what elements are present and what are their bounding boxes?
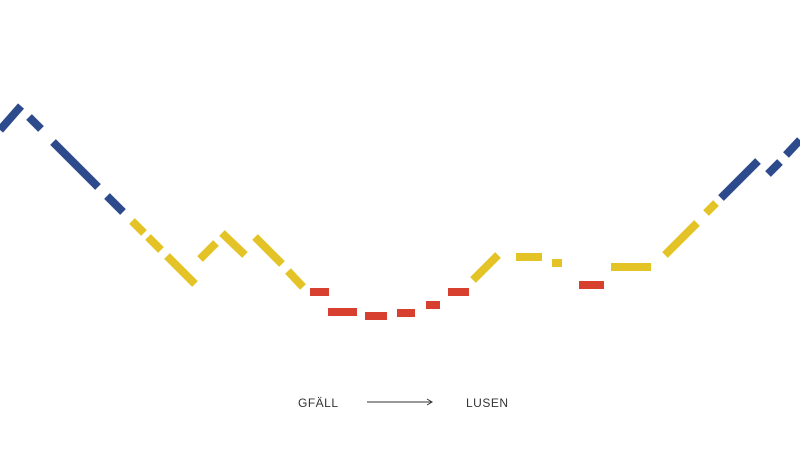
profile-segment-blue — [783, 137, 800, 158]
profile-segment-yellow — [129, 218, 147, 236]
profile-segment-yellow — [219, 230, 248, 258]
profile-segment-yellow — [252, 234, 285, 267]
profile-segment-blue — [50, 139, 101, 190]
profile-segment-yellow — [197, 240, 219, 262]
profile-segment-yellow — [470, 252, 501, 283]
route-end-label: LUSEN — [466, 396, 509, 410]
route-start-label: GFÄLL — [298, 396, 339, 410]
profile-segment-blue — [718, 158, 761, 201]
profile-segment-blue — [104, 193, 126, 215]
elevation-profile-line — [0, 103, 800, 320]
profile-segment-blue — [26, 114, 44, 132]
profile-segment-blue — [765, 159, 783, 177]
profile-segment-yellow — [164, 253, 198, 287]
profile-segment-blue — [0, 103, 25, 133]
profile-segment-yellow — [285, 268, 306, 290]
profile-segment-yellow — [662, 220, 700, 258]
profile-segment-yellow — [703, 200, 719, 216]
direction-arrow-icon — [367, 398, 433, 406]
profile-segment-yellow — [145, 234, 164, 253]
